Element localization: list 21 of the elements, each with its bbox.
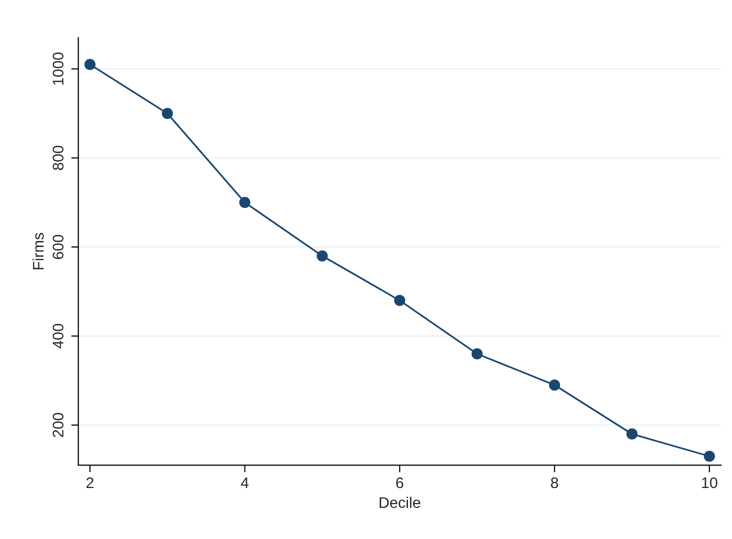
x-tick-label: 6	[396, 477, 404, 488]
y-tick-label: 1000	[52, 52, 64, 85]
y-tick-label: 400	[52, 324, 64, 348]
x-tick-label: 4	[240, 478, 249, 488]
y-tick-label: 200	[52, 412, 64, 438]
point	[162, 108, 173, 119]
y-tick-label: 600	[52, 234, 64, 259]
point	[472, 348, 483, 360]
point	[394, 294, 406, 306]
x-tick-label: 2	[86, 477, 94, 488]
point	[704, 450, 715, 462]
x-tick-label: 10	[702, 477, 718, 488]
point	[548, 379, 560, 391]
x-tick-label: 8	[550, 477, 558, 488]
y-axis-title: Firms	[32, 232, 44, 270]
x-axis-title: Decile	[380, 496, 420, 508]
point	[316, 250, 328, 262]
point	[239, 196, 250, 208]
y-tick-label: 800	[52, 146, 64, 170]
point	[84, 58, 96, 70]
point	[626, 428, 638, 440]
